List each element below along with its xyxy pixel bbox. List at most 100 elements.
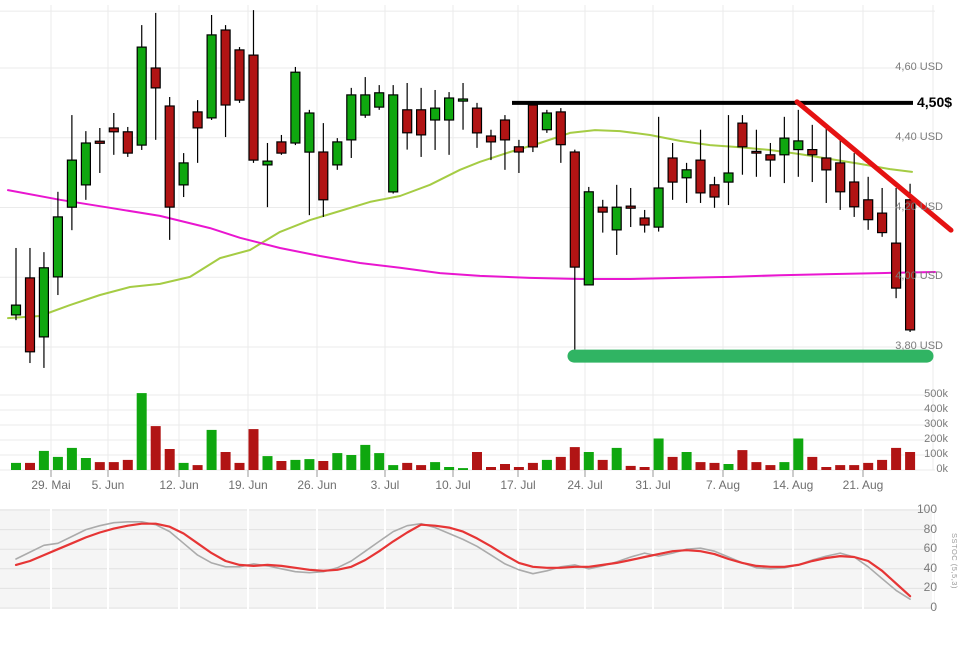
candle [346,94,357,141]
candle [360,94,371,116]
volume-bar [220,452,231,470]
candle [304,112,315,153]
volume-bar [94,462,105,470]
candle [220,29,231,106]
candle [527,104,539,148]
candle [667,157,678,183]
downtrend-line[interactable] [794,99,954,233]
volume-bar [276,461,287,470]
candle [457,98,469,102]
candle [653,187,664,228]
candle [402,109,413,134]
candle [374,92,385,108]
candle [555,111,566,146]
volume-bar [444,467,455,470]
volume-bar [192,465,203,470]
candle [318,151,329,201]
volume-bar [653,438,664,470]
candle [695,159,706,194]
volume-bar [863,462,874,470]
candle [10,304,22,316]
volume-bar [206,429,217,470]
volume-bar [150,426,161,470]
candle [164,105,175,208]
volume-bar [709,462,720,470]
candle [430,107,441,121]
volume-bar [178,462,189,470]
volume-bar [765,465,776,470]
candle [80,142,92,186]
candle [66,159,78,208]
volume-bar [500,464,510,470]
stochastic-panel-bg[interactable] [0,509,935,609]
volume-bar [737,450,748,470]
candle [751,150,762,154]
candle [723,172,734,183]
candle [234,49,245,101]
volume-bar [318,461,329,470]
volume-bar [807,456,818,470]
volume-bar [458,468,468,470]
volume-bar [262,456,273,470]
candle [583,191,594,286]
candle [94,140,105,144]
candle [24,277,36,353]
volume-bar [821,467,832,470]
volume-bar [332,453,343,470]
volume-bar [723,464,734,470]
candle [737,122,748,148]
candle [122,131,133,154]
candle [625,205,636,209]
candle [416,109,427,136]
volume-bar [877,459,888,470]
grid-vertical [50,5,934,470]
volume-bar [402,462,413,470]
volume-bar [681,452,692,470]
volume-bar [541,459,552,470]
volume-bar [667,456,678,470]
volume-bar [388,465,399,470]
volume-series [11,393,916,470]
volume-bar [164,449,175,470]
volume-bar [513,467,524,470]
volume-bar [11,462,21,470]
volume-bar [122,459,133,470]
candle [38,267,50,338]
candle [681,169,692,179]
volume-bar [304,459,315,470]
candle [569,151,580,268]
candle [248,54,259,161]
volume-bar [555,456,566,470]
x-axis-ticks [50,470,864,477]
candlestick-series [10,10,916,368]
candle [765,154,776,161]
candle [206,34,217,119]
candle [178,162,189,186]
volume-bar [38,450,49,470]
volume-bar [625,465,636,470]
stochastic-k-line [15,520,911,601]
candle [108,127,119,133]
candle [262,160,273,166]
candle [444,97,455,121]
volume-bar [583,452,594,470]
volume-bar [695,462,706,470]
volume-bar [234,462,245,470]
candle [709,184,720,198]
volume-bar [374,453,385,470]
volume-bar [891,447,902,470]
candle [849,181,860,208]
volume-bar [25,462,35,470]
volume-bar [136,393,147,470]
volume-bar [360,444,371,470]
volume-bar [248,429,259,470]
volume-bar [52,456,63,470]
volume-bar [290,459,301,470]
candle [499,119,511,141]
volume-bar [66,447,77,470]
candle [52,216,64,278]
volume-bar [793,438,804,470]
candle [332,141,343,166]
candle [863,199,874,221]
